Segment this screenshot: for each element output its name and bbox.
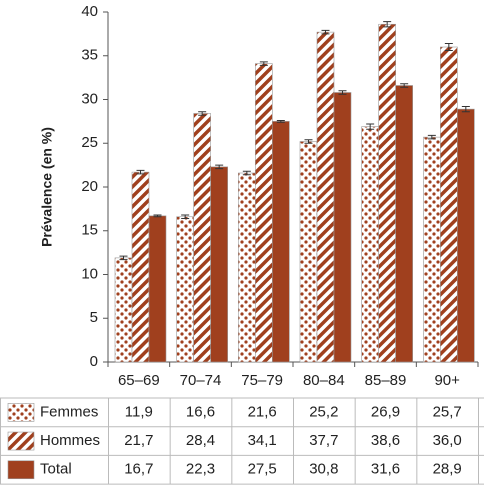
y-tick-label: 5 [90,309,98,326]
table-value: 34,1 [248,432,277,449]
table-value: 11,9 [125,403,153,420]
bar [176,216,194,363]
error-bar [181,214,190,219]
table-value: 28,4 [186,432,215,449]
bar [210,166,228,363]
y-tick-label: 35 [81,47,98,64]
x-tick-label: 80–84 [303,372,345,389]
error-bar [321,29,330,35]
bar [114,257,133,363]
bar [238,172,256,363]
bar [131,171,150,363]
x-tick-label: 65–69 [118,372,160,389]
error-bar [153,214,162,218]
table-value: 31,6 [371,461,400,478]
y-tick-label: 30 [81,90,98,107]
table-value: 21,6 [248,403,277,420]
bar [148,215,167,363]
legend-swatch [7,431,35,451]
table-value: 27,5 [248,461,277,478]
error-bar [119,255,128,261]
bar [361,126,379,363]
table-value: 30,8 [309,461,338,478]
bar [272,121,290,363]
y-tick-label: 25 [81,134,98,151]
bar [333,92,352,363]
error-bar [242,170,251,176]
bar [316,31,335,363]
error-bar [444,43,453,51]
error-bar [276,120,285,123]
x-tick-label: 75–79 [241,372,283,389]
table-value: 16,6 [186,403,215,420]
error-bar [259,61,268,66]
bar [255,63,273,363]
table-value: 36,0 [433,432,462,449]
y-tick-label: 0 [90,353,98,370]
error-bar [215,164,224,170]
table-value: 16,7 [124,461,153,478]
legend-label: Femmes [40,403,98,420]
error-bar [338,90,347,95]
y-tick-label: 15 [81,222,98,239]
bar [440,46,458,363]
error-bar [427,134,436,140]
table-value: 22,3 [186,461,215,478]
error-bar [198,111,207,116]
error-bar [136,169,145,175]
legend-label: Hommes [40,432,100,449]
error-bar [304,139,313,144]
bar [193,113,211,363]
table-value: 28,9 [433,461,462,478]
error-bar [366,123,375,130]
error-bar [400,83,409,88]
x-tick-label: 90+ [434,372,460,389]
y-tick-label: 10 [81,265,98,282]
y-tick-label: 40 [81,3,98,20]
y-tick-label: 20 [81,178,98,195]
table-value: 21,7 [124,432,153,449]
legend-swatch [7,460,35,480]
bar [423,136,441,363]
bar [299,141,318,363]
x-tick-label: 70–74 [180,372,222,389]
legend-label: Total [40,461,72,478]
legend-swatch [7,403,35,422]
table-value: 25,7 [433,403,462,420]
y-axis-label: Prévalence (en %) [39,127,55,247]
error-bar [383,21,392,28]
table-value: 38,6 [371,432,400,449]
x-tick-label: 85–89 [365,372,407,389]
bar [395,85,413,363]
bar [378,23,396,363]
error-bar [461,106,470,113]
table-value: 25,2 [309,403,338,420]
table-value: 37,7 [309,432,338,449]
bar [457,108,475,363]
table-value: 26,9 [371,403,400,420]
